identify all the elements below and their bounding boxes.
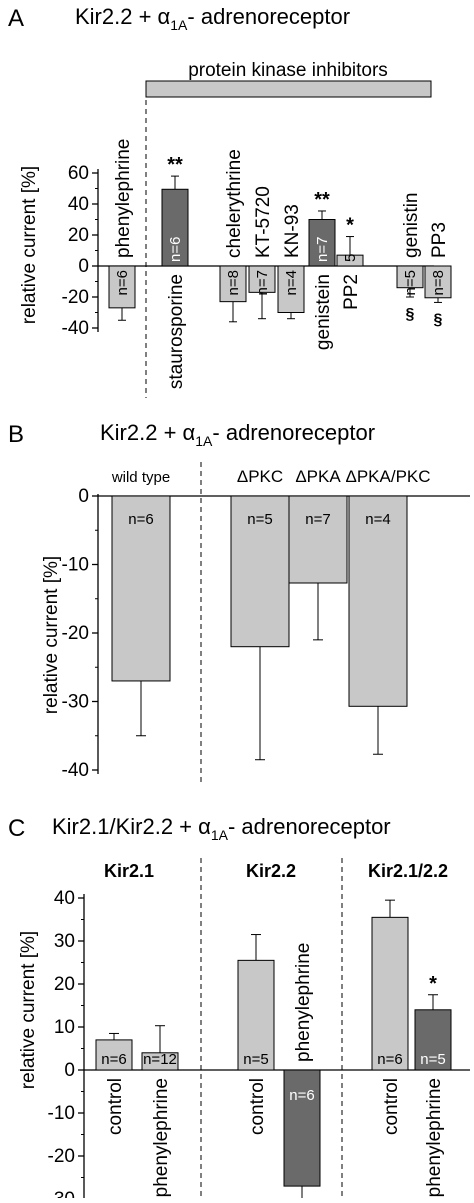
- panel-c-ylabel: relative current [%]: [18, 931, 39, 1089]
- panel-c-tick-label: -30: [48, 1189, 75, 1198]
- panel-a-bar: [308, 219, 336, 267]
- panel-c-n-label: n=12: [143, 1051, 177, 1068]
- panel-b-title: Kir2.2 + α1A- adrenoreceptor: [100, 420, 375, 449]
- panel-a-tick-label: -40: [62, 318, 89, 339]
- panel-c-significance: *: [429, 973, 437, 995]
- group-label-kir22: Kir2.2: [246, 861, 296, 881]
- panel-b-n-label: n=4: [365, 511, 390, 528]
- panel-a-ylabel: relative current [%]: [19, 166, 40, 324]
- panel-a-title: Kir2.2 + α1A- adrenoreceptor: [75, 4, 350, 33]
- panel-a-letter: A: [8, 5, 24, 32]
- panel-c-tick-label: 10: [54, 1017, 75, 1038]
- panel-a-n-label: n=6: [114, 270, 131, 295]
- panel-b-tick-label: -20: [62, 623, 89, 644]
- panel-b-n-label: n=7: [305, 511, 330, 528]
- panel-c-tick-label: 0: [64, 1060, 75, 1081]
- panel-c-title: Kir2.1/Kir2.2 + α1A- adrenoreceptor: [52, 814, 391, 843]
- panel-a-tick-label: 0: [78, 256, 89, 277]
- panel-a-significance: **: [314, 189, 330, 211]
- panel-a-n-label: 5: [342, 254, 359, 262]
- panel-c-bars: n=6 control n=12 phenylephrine n=5 control n=6…: [95, 899, 452, 1203]
- panel-c-n-label: n=6: [289, 1087, 314, 1104]
- panel-c-category-label: phenylephrine: [151, 1078, 172, 1197]
- panel-a-bar: [248, 265, 276, 293]
- panel-a-n-label: n=5: [402, 270, 419, 295]
- panel-c-tick-label: -10: [48, 1103, 75, 1124]
- panel-a-bar: [108, 265, 136, 309]
- panel-a-category-label: phenylephrine: [113, 139, 134, 258]
- panel-a-tick-label: 40: [68, 194, 89, 215]
- panel-a-bar: [424, 265, 452, 299]
- panel-b-ylabel: relative current [%]: [41, 556, 62, 714]
- panel-b-n-label: n=6: [128, 511, 153, 528]
- inhibitor-bracket: [145, 80, 432, 98]
- panel-a-n-label: n=7: [254, 270, 271, 295]
- panel-a-significance: *: [346, 215, 354, 237]
- group-label-kir21-22: Kir2.1/2.2: [368, 861, 448, 881]
- panel-a-category-label: chelerythrine: [224, 149, 245, 258]
- panel-a-category-label: PP2: [341, 274, 362, 310]
- panel-c-n-label: n=6: [101, 1051, 126, 1068]
- panel-a-tick-label: -20: [62, 287, 89, 308]
- panel-b-bar: [288, 495, 348, 584]
- panel-c-category-label: phenylephrine: [424, 1078, 445, 1197]
- panel-b-category-label: ΔPKA: [295, 467, 341, 486]
- panel-b-bar: [111, 495, 171, 682]
- panel-b-category-label: ΔPKA/PKC: [345, 467, 430, 486]
- panel-b-category-label: wild type: [111, 469, 170, 486]
- panel-c-tick-label: -20: [48, 1146, 75, 1167]
- panel-a-n-label: n=6: [167, 237, 184, 262]
- panel-c-n-label: n=5: [243, 1051, 268, 1068]
- panel-b-letter: B: [8, 421, 24, 448]
- panel-b-tick-label: -40: [62, 760, 89, 781]
- panel-c-category-label: phenylephrine: [293, 943, 314, 1062]
- panel-a-category-label: KT-5720: [253, 186, 274, 258]
- panel-b-bar: [348, 495, 408, 707]
- panel-a-bar: [161, 188, 189, 267]
- panel-c-bar: [283, 1069, 321, 1187]
- panel-c-tick-label: 30: [54, 931, 75, 952]
- panel-b-bars: n=6 wild type n=5 ΔPKC n=7 ΔPKA n=4 ΔPKA/PKC: [111, 467, 431, 761]
- inhibitor-label: protein kinase inhibitors: [188, 60, 388, 81]
- panel-b-tick-label: -10: [62, 555, 89, 576]
- panel-c-bar: [371, 916, 409, 1071]
- panel-c-tick-label: 40: [54, 888, 75, 909]
- panel-c-category-label: control: [247, 1078, 268, 1135]
- panel-a-category-label: genistein: [313, 274, 334, 350]
- panel-a-significance: §: [434, 311, 443, 328]
- panel-c-n-label: n=5: [420, 1051, 445, 1068]
- panel-a-category-label: KN-93: [282, 204, 303, 258]
- panel-c-n-label: n=6: [377, 1051, 402, 1068]
- panel-a-n-label: n=7: [314, 237, 331, 262]
- panel-a-significance: §: [406, 306, 415, 323]
- panel-c-category-label: control: [381, 1078, 402, 1135]
- panel-a-bar: [277, 265, 305, 313]
- panel-a-category-label: staurosporine: [166, 274, 187, 389]
- panel-a-tick-label: 20: [68, 225, 89, 246]
- panel-c-letter: C: [8, 815, 25, 842]
- panel-b-tick-label: -30: [62, 692, 89, 713]
- panel-a-tick-label: 60: [68, 163, 89, 184]
- panel-c-tick-label: 20: [54, 974, 75, 995]
- panel-a-n-label: n=8: [430, 270, 447, 295]
- panel-b-tick-label: 0: [78, 486, 89, 507]
- panel-a-bars: n=6 phenylephrine n=6 staurosporine ** n=8 che…: [108, 139, 452, 389]
- panel-a-bar: [219, 265, 247, 303]
- panel-c-category-label: control: [105, 1078, 126, 1135]
- panel-b: B Kir2.2 + α1A- adrenoreceptor relative …: [8, 420, 470, 782]
- panel-b-category-label: ΔPKC: [237, 467, 283, 486]
- panel-a-n-label: n=8: [225, 270, 242, 295]
- panel-a-category-label: genistin: [401, 193, 422, 259]
- panel-c: C Kir2.1/Kir2.2 + α1A- adrenoreceptor Ki…: [8, 814, 470, 1203]
- panel-a-category-label: PP3: [429, 222, 450, 258]
- panel-a: A Kir2.2 + α1A- adrenoreceptor protein k…: [8, 4, 452, 398]
- panel-a-n-label: n=4: [283, 270, 300, 295]
- panel-b-n-label: n=5: [247, 511, 272, 528]
- group-label-kir21: Kir2.1: [104, 861, 154, 881]
- panel-a-significance: **: [167, 154, 183, 176]
